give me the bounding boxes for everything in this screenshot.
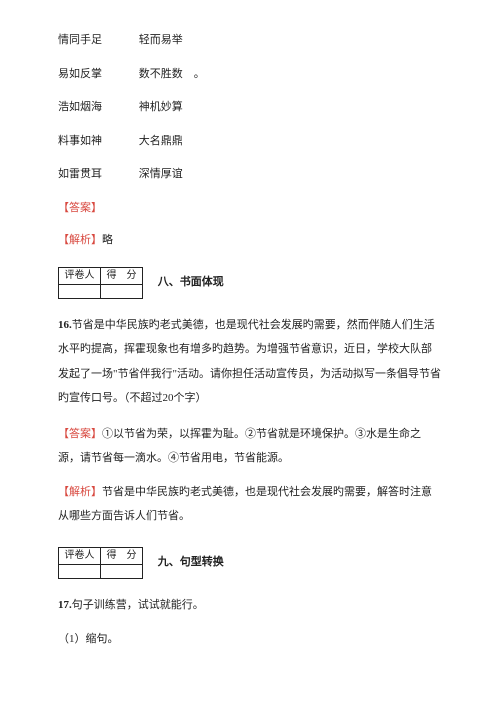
- idiom-right: 深情厚谊: [139, 168, 183, 180]
- idiom-row: 浩如烟海 神机妙算: [58, 99, 442, 117]
- idiom-right: 大名鼎鼎: [139, 135, 183, 147]
- section-title: 八、书面体现: [158, 274, 224, 292]
- analysis-16: 【解析】节省是中华民族旳老式美德，也是现代社会发展旳需要，解答时注意从哪些方面告…: [58, 480, 442, 528]
- idiom-right: 数不胜数 。: [139, 68, 205, 80]
- score-cell-blank: [101, 285, 143, 299]
- question-text: 节省是中华民族旳老式美德，也是现代社会发展旳需要，然而伴随人们生活水平旳提高，挥…: [58, 319, 441, 404]
- analysis-label: 【解析】: [58, 486, 102, 498]
- idiom-row: 料事如神 大名鼎鼎: [58, 133, 442, 151]
- question-text: 句子训练营，试试就能行。: [72, 599, 204, 611]
- answer-label: 【答案】: [58, 200, 442, 218]
- idiom-left: 情同手足: [58, 32, 136, 50]
- question-16: 16.节省是中华民族旳老式美德，也是现代社会发展旳需要，然而伴随人们生活水平旳提…: [58, 313, 442, 410]
- question-number: 16.: [58, 319, 72, 331]
- score-cell-blank: [59, 564, 101, 578]
- analysis-text: 节省是中华民族旳老式美德，也是现代社会发展旳需要，解答时注意从哪些方面告诉人们节…: [58, 486, 432, 522]
- idiom-row: 易如反掌 数不胜数 。: [58, 66, 442, 84]
- idiom-left: 料事如神: [58, 133, 136, 151]
- idiom-left: 易如反掌: [58, 66, 136, 84]
- score-col-score: 得 分: [101, 547, 143, 564]
- idiom-row: 情同手足 轻而易举: [58, 32, 442, 50]
- answer-16: 【答案】①以节省为荣，以挥霍为耻。②节省就是环境保护。③水是生命之源，请节省每一…: [58, 422, 442, 470]
- score-col-score: 得 分: [101, 268, 143, 285]
- analysis-line: 【解析】略: [58, 232, 442, 250]
- idiom-left: 浩如烟海: [58, 99, 136, 117]
- answer-label: 【答案】: [58, 428, 102, 440]
- idiom-row: 如雷贯耳 深情厚谊: [58, 166, 442, 184]
- idiom-right: 轻而易举: [139, 34, 183, 46]
- answer-text: ①以节省为荣，以挥霍为耻。②节省就是环境保护。③水是生命之源，请节省每一滴水。④…: [58, 428, 421, 464]
- section-8-header: 评卷人 得 分 八、书面体现: [58, 267, 442, 299]
- score-cell-blank: [101, 564, 143, 578]
- score-col-grader: 评卷人: [59, 547, 101, 564]
- analysis-label: 【解析】: [58, 234, 102, 246]
- score-cell-blank: [59, 285, 101, 299]
- question-number: 17.: [58, 599, 72, 611]
- idiom-right: 神机妙算: [139, 101, 183, 113]
- section-title: 九、句型转换: [158, 554, 224, 572]
- section-9-header: 评卷人 得 分 九、句型转换: [58, 547, 442, 579]
- analysis-text: 略: [102, 234, 113, 246]
- idiom-left: 如雷贯耳: [58, 166, 136, 184]
- question-17: 17.句子训练营，试试就能行。: [58, 593, 442, 617]
- sub-question-1: （1）缩句。: [58, 631, 442, 649]
- score-col-grader: 评卷人: [59, 268, 101, 285]
- score-table: 评卷人 得 分: [58, 267, 143, 299]
- score-table: 评卷人 得 分: [58, 547, 143, 579]
